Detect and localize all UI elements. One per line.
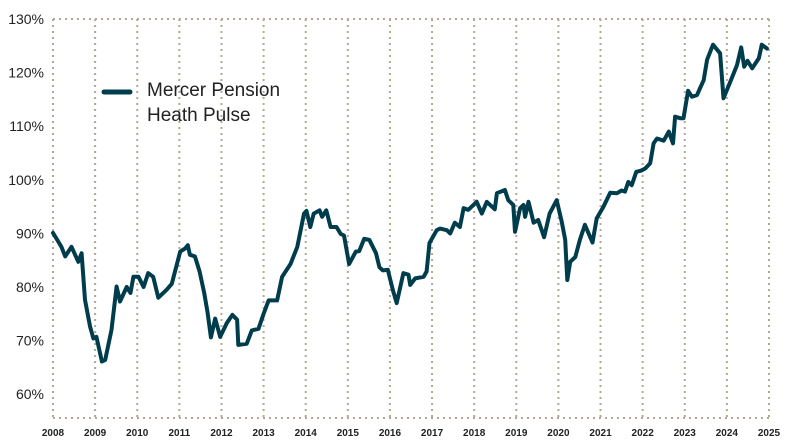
legend: Mercer Pension Heath Pulse <box>101 80 280 126</box>
y-tick-label-80: 80% <box>16 279 44 295</box>
y-tick-label-100: 100% <box>8 172 44 188</box>
series-line-mercer-pension-heath-pulse <box>51 42 769 364</box>
x-tick-label-2021: 2021 <box>589 428 612 439</box>
x-tick-label-2023: 2023 <box>674 428 697 439</box>
y-tick-label-70: 70% <box>16 333 44 349</box>
x-tick-label-2012: 2012 <box>210 428 233 439</box>
y-tick-label-110: 110% <box>9 118 44 134</box>
legend-label-line-1: Mercer Pension <box>147 80 280 101</box>
legend-label-line-2: Heath Pulse <box>147 105 251 126</box>
x-tick-label-2009: 2009 <box>84 428 107 439</box>
x-axis-ticks: 2008 2009 2010 2011 2012 2013 2014 2015 2016 2017… <box>42 428 781 439</box>
x-tick-label-2020: 2020 <box>547 428 570 439</box>
x-tick-label-2008: 2008 <box>42 428 65 439</box>
x-tick-label-2015: 2015 <box>337 428 360 439</box>
x-tick-label-2014: 2014 <box>295 428 318 439</box>
y-tick-label-90: 90% <box>16 225 44 241</box>
x-tick-label-2013: 2013 <box>252 428 275 439</box>
x-tick-label-2017: 2017 <box>421 428 444 439</box>
x-tick-label-2018: 2018 <box>463 428 486 439</box>
x-tick-label-2024: 2024 <box>716 428 739 439</box>
x-tick-label-2025: 2025 <box>758 428 781 439</box>
y-axis-ticks: 60% 70% 80% 90% 100% 110% 120% 130% <box>8 11 44 402</box>
y-tick-label-120: 120% <box>8 65 44 81</box>
x-tick-label-2011: 2011 <box>169 428 191 439</box>
x-tick-label-2016: 2016 <box>379 428 402 439</box>
x-tick-label-2019: 2019 <box>505 428 528 439</box>
y-tick-label-130: 130% <box>8 11 44 27</box>
y-tick-label-60: 60% <box>16 386 44 402</box>
gridlines <box>52 18 770 419</box>
x-tick-label-2010: 2010 <box>126 428 149 439</box>
x-tick-label-2022: 2022 <box>632 428 655 439</box>
